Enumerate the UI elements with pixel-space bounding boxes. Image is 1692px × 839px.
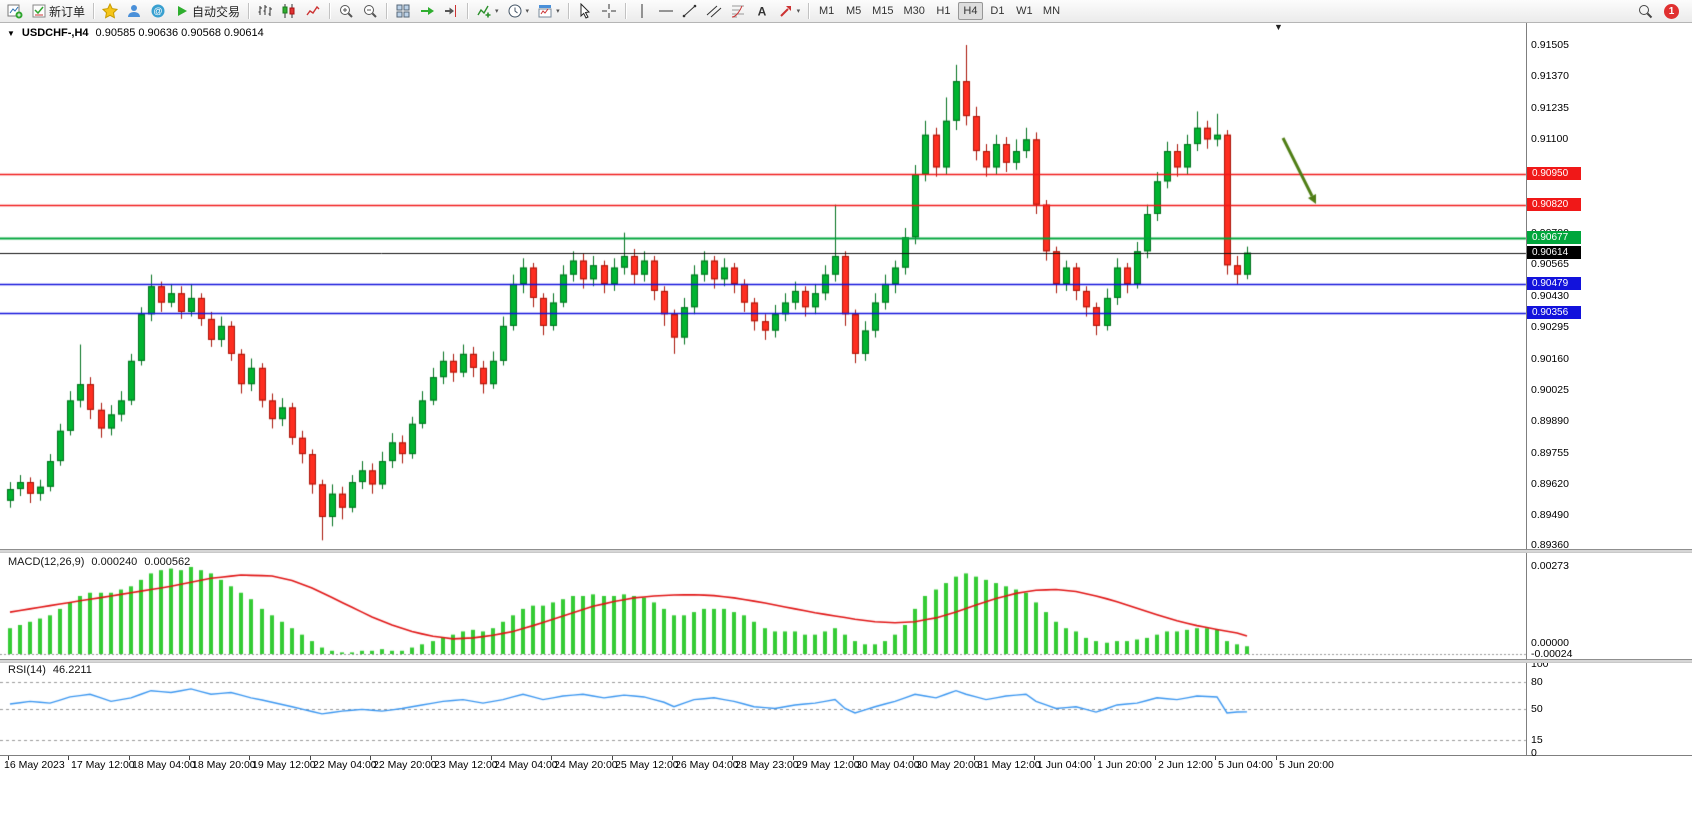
new-order-button[interactable]: 新订单 (27, 1, 89, 21)
channel-button[interactable] (702, 1, 726, 21)
price-axis[interactable] (1526, 22, 1692, 755)
timeframe-h4-button[interactable]: H4 (957, 2, 983, 20)
market-icon (126, 3, 142, 19)
horizontal-line-icon (658, 3, 674, 19)
rsi-indicator-label: RSI(14) 46.2211 (8, 664, 92, 676)
autotrading-icon (174, 3, 190, 19)
symbol-period-label: USDCHF-,H4 (21, 27, 89, 39)
fibonacci-button[interactable] (726, 1, 750, 21)
templates-icon (537, 3, 553, 19)
timeframe-m5-button[interactable]: M5 (841, 2, 866, 20)
chart-title: ▼ USDCHF-,H4 0.90585 0.90636 0.90568 0.9… (7, 27, 264, 39)
trendline-button[interactable] (678, 1, 702, 21)
timeframe-d1-button[interactable]: D1 (985, 2, 1010, 20)
crosshair-icon (601, 3, 617, 19)
new-chart-button[interactable] (3, 1, 27, 21)
svg-text:@: @ (153, 6, 162, 16)
periods-icon (507, 3, 523, 19)
ohlc-values: 0.90585 0.90636 0.90568 0.90614 (95, 27, 264, 39)
timeframe-w1-button[interactable]: W1 (1012, 2, 1037, 20)
notification-badge[interactable]: 1 (1664, 3, 1679, 19)
toolbar-separator (329, 3, 331, 19)
horizontal-line-button[interactable] (654, 1, 678, 21)
search-button[interactable] (1633, 1, 1657, 21)
macd-name: MACD(12,26,9) (8, 556, 85, 568)
timeframe-mn-button[interactable]: MN (1039, 2, 1064, 20)
candlestick-chart-button[interactable] (277, 1, 301, 21)
fibonacci-icon (730, 3, 746, 19)
wizard-icon (102, 3, 119, 19)
time-axis[interactable] (0, 756, 1692, 776)
text-tool-button[interactable]: A (750, 1, 774, 21)
templates-button[interactable]: ▾ (533, 1, 564, 21)
toolbar-separator (808, 3, 810, 19)
timeframe-m30-button[interactable]: M30 (900, 2, 929, 20)
toolbar-separator (567, 3, 569, 19)
zoom-out-button[interactable] (358, 1, 382, 21)
chart-shift-marker[interactable]: ▼ (1274, 22, 1283, 32)
toolbar-separator (93, 3, 95, 19)
auto-scroll-icon (419, 3, 435, 19)
tile-windows-icon (395, 3, 411, 19)
crosshair-button[interactable] (597, 1, 621, 21)
chart-shift-icon (443, 3, 459, 19)
wizard-button[interactable] (98, 1, 122, 21)
chevron-down-icon: ▾ (495, 8, 499, 15)
community-button[interactable]: @ (146, 1, 170, 21)
toolbar-separator (624, 3, 626, 19)
chevron-down-icon: ▾ (556, 8, 560, 15)
macd-indicator-label: MACD(12,26,9) 0.000240 0.000562 (8, 556, 190, 568)
timeframe-h1-button[interactable]: H1 (931, 2, 956, 20)
trendline-icon (682, 3, 698, 19)
one-click-trading-toggle[interactable]: ▼ (7, 29, 15, 38)
line-chart-icon (305, 3, 321, 19)
bar-chart-button[interactable] (253, 1, 277, 21)
community-icon: @ (150, 3, 166, 19)
timeframe-m1-button[interactable]: M1 (814, 2, 839, 20)
indicators-button[interactable]: ▾ (472, 1, 503, 21)
vertical-line-button[interactable] (630, 1, 654, 21)
autotrading-label: 自动交易 (192, 4, 241, 19)
indicators-icon (476, 3, 492, 19)
new-order-label: 新订单 (49, 4, 86, 19)
bar-chart-icon (257, 3, 273, 19)
periods-button[interactable]: ▾ (503, 1, 534, 21)
arrows-button[interactable]: ▾ (774, 1, 805, 21)
macd-signal-value: 0.000562 (144, 556, 191, 568)
toolbar-separator (467, 3, 469, 19)
candlestick-chart-icon (281, 3, 297, 19)
toolbar-right-group: 1 (1633, 1, 1689, 21)
chart-shift-button[interactable] (439, 1, 463, 21)
new-chart-icon (7, 3, 23, 19)
rsi-name: RSI(14) (8, 664, 46, 676)
chevron-down-icon: ▾ (525, 8, 530, 15)
toolbar-separator (386, 3, 388, 19)
autotrading-button[interactable]: 自动交易 (170, 1, 244, 21)
cursor-button[interactable] (573, 1, 597, 21)
tile-windows-button[interactable] (391, 1, 415, 21)
zoom-out-icon (362, 3, 378, 19)
arrows-icon (778, 3, 794, 19)
macd-main-value: 0.000240 (91, 556, 138, 568)
toolbar: 新订单 @ 自动交易 ▾ ▾ ▾ A ▾ M1 M5 M15 M30 H1 H4 D1 W1 MN 1 (0, 0, 1692, 23)
timeframe-m15-button[interactable]: M15 (868, 2, 897, 20)
channel-icon (706, 3, 722, 19)
line-chart-button[interactable] (301, 1, 325, 21)
rsi-value: 46.2211 (52, 664, 92, 676)
zoom-in-icon (338, 3, 354, 19)
search-icon (1637, 3, 1653, 19)
market-button[interactable] (122, 1, 146, 21)
toolbar-separator (248, 3, 250, 19)
chevron-down-icon: ▾ (796, 8, 801, 15)
new-order-icon (31, 3, 47, 19)
text-tool-icon: A (754, 3, 770, 19)
cursor-icon (577, 3, 593, 19)
zoom-in-button[interactable] (334, 1, 358, 21)
auto-scroll-button[interactable] (415, 1, 439, 21)
svg-text:A: A (757, 5, 766, 19)
vertical-line-icon (634, 3, 650, 19)
